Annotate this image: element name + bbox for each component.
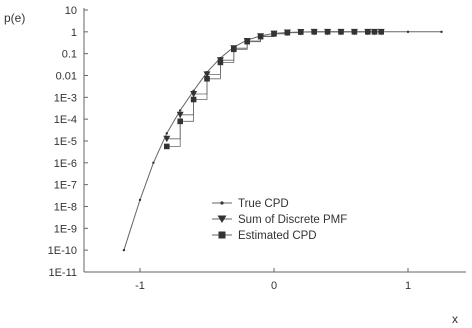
y-tick-label: 10: [65, 5, 77, 17]
series-layer: [122, 28, 443, 252]
data-point-square: [371, 29, 378, 35]
y-tick-label: 0.01: [56, 70, 77, 82]
y-tick-label: 1E-9: [54, 223, 77, 235]
data-point-dot: [179, 109, 182, 112]
data-point-dot: [353, 30, 356, 34]
data-point-triangle: [163, 135, 171, 143]
series-line-sum-of-discrete-pmf: [166, 31, 382, 140]
y-tick-label: 1E-4: [54, 114, 77, 126]
data-point-dot: [272, 32, 276, 35]
y-tick-label: 1E-10: [48, 245, 77, 257]
y-tick-label: 1E-8: [54, 201, 77, 213]
data-point-dot: [232, 45, 235, 49]
y-tick-label: 1E-6: [54, 158, 77, 170]
data-point-dot: [299, 30, 302, 34]
x-axis-title: x: [452, 312, 458, 326]
legend-entry-estimated-cpd: Estimated CPD: [212, 230, 317, 242]
data-point-dot: [192, 89, 195, 92]
data-point-dot: [326, 30, 329, 34]
data-point-dot: [313, 30, 316, 34]
y-axis-title: p(e): [4, 11, 25, 25]
legend-triangle-marker: [217, 215, 227, 223]
y-tick-label: 0.1: [62, 49, 77, 61]
legend-entry-true-cpd: True CPD: [212, 198, 289, 210]
y-axis-ticks: 10 1 0.1 0.01 1E-3 1E-4 1E-5 1E-6 1E-7 1E-8 1E-9 1E…: [48, 5, 88, 279]
data-point-dot: [205, 71, 209, 74]
data-point-triangle: [203, 71, 211, 78]
x-tick-label: 0: [271, 280, 277, 292]
data-point-triangle: [176, 111, 184, 119]
y-tick-label: 1: [71, 27, 77, 39]
data-point-square: [164, 143, 170, 150]
data-point-square: [231, 46, 237, 53]
data-point-dot: [406, 30, 410, 34]
x-axis-ticks: -1 0 1: [135, 268, 411, 292]
data-point-dot: [152, 161, 155, 165]
legend-square-marker: [218, 231, 226, 239]
data-point-dot: [138, 198, 142, 202]
data-point-dot: [440, 30, 443, 34]
series-line-estimated-cpd: [166, 31, 382, 147]
data-point-dot: [366, 30, 369, 34]
legend-label-estimated-cpd: Estimated CPD: [238, 230, 317, 242]
data-point-square: [204, 75, 210, 82]
y-tick-label: 1E-11: [48, 267, 77, 279]
data-point-dot: [219, 56, 222, 60]
y-tick-label: 1E-5: [54, 136, 77, 148]
data-point-dot: [380, 30, 383, 34]
data-point-square: [177, 118, 183, 125]
y-tick-label: 1E-3: [54, 92, 77, 104]
data-point-square: [190, 96, 197, 103]
data-point-triangle: [190, 91, 198, 98]
y-tick-label: 1E-7: [54, 180, 77, 192]
x-tick-label: 1: [405, 280, 411, 292]
x-tick-label: -1: [135, 280, 145, 292]
data-point-dot: [339, 30, 343, 34]
legend-entry-sum-of-discrete-pmf: Sum of Discrete PMF: [212, 214, 347, 226]
data-point-square: [244, 38, 250, 45]
data-point-dot: [259, 34, 262, 37]
data-point-dot: [165, 132, 168, 135]
data-point-dot: [246, 38, 249, 42]
legend-dot-marker: [220, 201, 224, 205]
data-point-dot: [122, 248, 126, 252]
legend-label-true-cpd: True CPD: [238, 198, 289, 210]
data-point-square: [217, 59, 224, 66]
legend-label-sum-of-discrete-pmf: Sum of Discrete PMF: [238, 214, 347, 226]
legend: True CPD Sum of Discrete PMF Estimated C…: [212, 198, 347, 242]
data-point-dot: [286, 31, 289, 34]
